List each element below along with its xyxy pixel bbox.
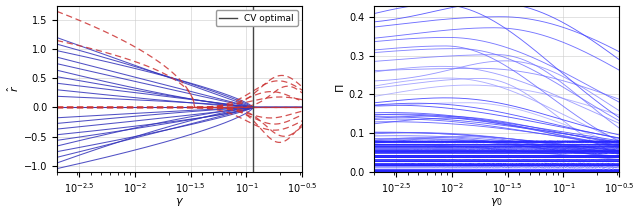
X-axis label: $\gamma$: $\gamma$	[175, 196, 184, 208]
Y-axis label: $\Pi$: $\Pi$	[334, 84, 346, 93]
Legend: CV optimal: CV optimal	[216, 10, 298, 26]
Y-axis label: $\hat{r}$: $\hat{r}$	[6, 85, 21, 92]
X-axis label: $\gamma_0$: $\gamma_0$	[490, 196, 503, 208]
